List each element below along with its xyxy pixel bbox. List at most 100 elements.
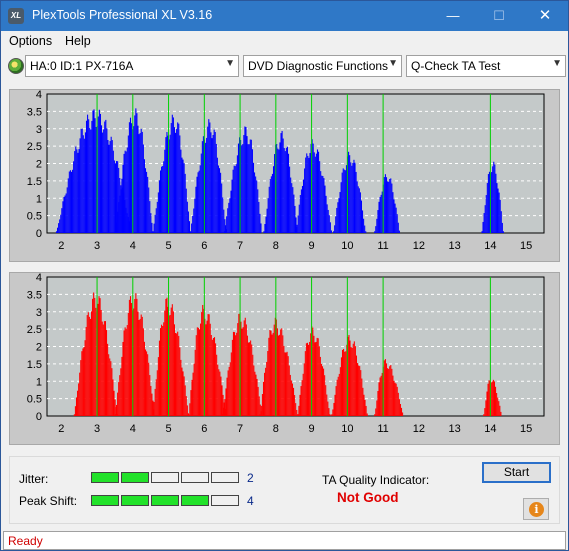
pits-bar: [359, 366, 361, 416]
pits-bar: [318, 346, 320, 416]
lands-bar: [84, 132, 86, 233]
pits-bar: [333, 402, 335, 416]
test-select[interactable]: Q-Check TA Test ▼: [406, 55, 566, 77]
pits-bar: [128, 299, 130, 416]
pits-bar: [87, 312, 89, 416]
lands-bar: [387, 181, 389, 233]
pits-bar: [157, 357, 159, 416]
pits-bar: [110, 361, 112, 416]
lands-bar: [305, 157, 307, 233]
pits-bar: [296, 409, 298, 416]
lands-bar: [171, 114, 173, 233]
pits-bar: [259, 404, 261, 416]
pits-bar: [305, 343, 307, 416]
pits-bar: [254, 371, 256, 416]
lands-bar: [491, 172, 493, 233]
lands-bar: [93, 109, 95, 233]
function-select[interactable]: DVD Diagnostic Functions ▼: [243, 55, 402, 77]
pits-bar: [81, 351, 83, 416]
lands-bar: [287, 153, 290, 233]
pits-bar: [209, 323, 211, 416]
pits-bar: [231, 339, 233, 416]
lands-bar: [140, 128, 142, 233]
lands-bar: [397, 222, 399, 233]
pits-bar: [267, 351, 269, 416]
peak-shift-meter-segment: [121, 495, 149, 506]
menu-help[interactable]: Help: [65, 34, 91, 48]
x-tick-label: 8: [273, 423, 279, 435]
lands-bar: [149, 201, 151, 233]
lands-bar: [87, 114, 89, 233]
lands-bar: [360, 200, 363, 233]
lands-bar: [216, 157, 218, 233]
lands-bar: [255, 176, 257, 233]
lands-bar: [118, 167, 120, 233]
pits-bar: [315, 341, 317, 416]
window-title: PlexTools Professional XL V3.16: [32, 8, 213, 22]
x-tick-label: 13: [448, 240, 460, 252]
lands-bar: [220, 172, 222, 233]
x-tick-label: 11: [377, 423, 388, 435]
pits-bar: [286, 351, 288, 416]
y-tick-label: 0: [36, 411, 42, 423]
pits-bar: [202, 304, 204, 416]
lands-bar: [193, 208, 195, 233]
pits-bar: [98, 296, 100, 416]
close-button[interactable]: ✕: [538, 7, 552, 24]
lands-bar: [94, 118, 96, 233]
lands-bar: [190, 231, 192, 233]
lands-bar: [363, 218, 365, 233]
pits-bar: [200, 323, 202, 416]
pits-bar: [124, 327, 126, 416]
start-button[interactable]: Start: [482, 462, 551, 483]
drive-select[interactable]: HA:0 ID:1 PX-716A ▼: [25, 55, 239, 77]
x-tick-label: 6: [201, 423, 207, 435]
lands-bar: [141, 131, 143, 233]
lands-bar: [281, 130, 283, 233]
lands-bar: [296, 224, 298, 233]
lands-bar: [393, 199, 395, 233]
lands-bar: [212, 134, 214, 233]
lands-bar: [202, 136, 204, 233]
minimize-button[interactable]: —: [446, 8, 460, 23]
maximize-button[interactable]: ☐: [493, 8, 505, 23]
menu-options[interactable]: Options: [9, 34, 53, 48]
lands-bar: [316, 149, 319, 233]
peak-shift-value: 4: [247, 494, 254, 508]
title-bar[interactable]: XL PlexTools Professional XL V3.16 — ☐ ✕: [1, 1, 568, 31]
lands-bar: [248, 144, 250, 233]
pits-bar: [246, 335, 248, 416]
lands-bar: [349, 155, 351, 233]
lands-bar: [89, 127, 91, 233]
pits-bar: [331, 414, 333, 416]
pits-bar: [159, 328, 162, 416]
lands-bar: [154, 214, 156, 233]
pits-bar: [84, 340, 86, 416]
lands-bar: [341, 172, 343, 233]
pits-bar: [93, 292, 95, 416]
pits-bar: [253, 365, 255, 416]
lands-bar: [488, 171, 491, 233]
lands-bar: [502, 231, 504, 233]
info-button[interactable]: i: [523, 498, 549, 520]
lands-bar: [293, 194, 295, 233]
pits-bar: [385, 363, 388, 416]
lands-bar: [268, 186, 270, 233]
lands-bar: [120, 189, 122, 233]
lands-bar: [338, 198, 340, 233]
lands-bar: [229, 198, 231, 233]
lands-bar: [292, 187, 294, 233]
pits-bar: [389, 366, 391, 416]
pits-bar: [398, 399, 400, 416]
y-tick-label: 1.5: [27, 176, 42, 188]
pits-bar: [269, 329, 271, 416]
pits-bar: [309, 341, 311, 416]
pits-bar: [195, 335, 197, 416]
pits-bar: [277, 335, 280, 416]
lands-bar: [377, 210, 379, 233]
lands-bar: [306, 153, 308, 233]
lands-bar: [337, 202, 339, 233]
lands-bar: [191, 223, 193, 233]
peak-shift-meter: [91, 495, 240, 506]
pits-bar: [162, 325, 164, 416]
